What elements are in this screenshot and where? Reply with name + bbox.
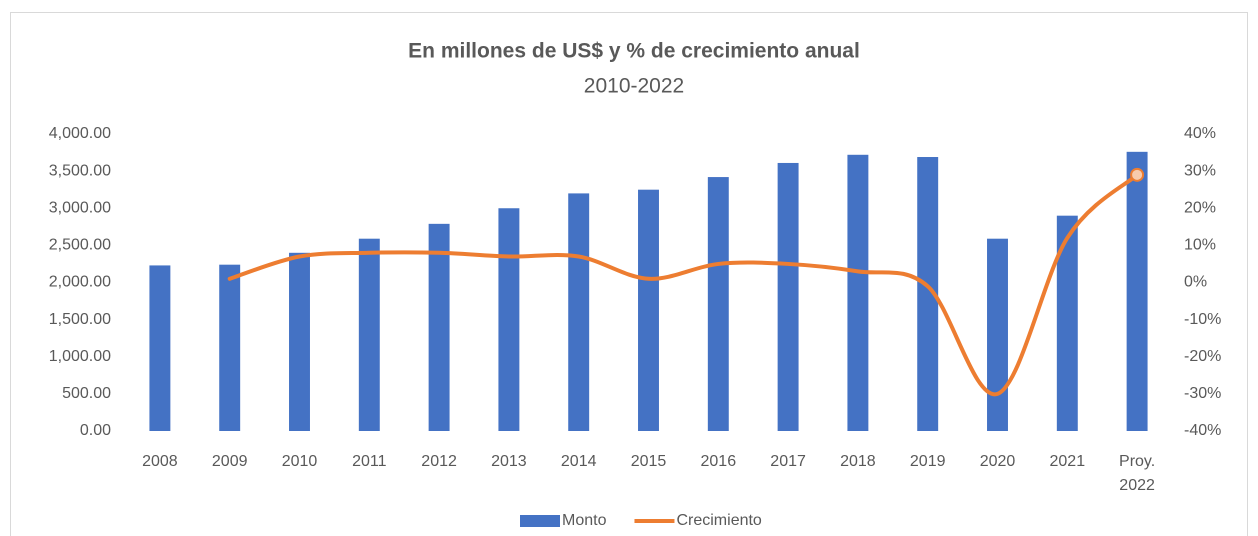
y2-tick-label: 0% [1184,274,1207,291]
x-tick-label: 2013 [491,453,527,470]
x-tick-label: 2010 [282,453,318,470]
y2-tick-label: -10% [1184,311,1221,328]
bar [219,264,241,431]
y-tick-label: 3,500.00 [49,162,111,179]
bar [428,223,450,431]
bar [498,208,520,431]
y-tick-label: 3,000.00 [49,199,111,216]
x-tick-label: 2012 [421,453,457,470]
bar [149,265,171,431]
y2-tick-label: 10% [1184,237,1216,254]
y-tick-label: 500.00 [62,385,111,402]
legend-swatch [520,515,560,527]
x-tick-label: Proy. 2022 [1119,453,1155,494]
bar [358,238,380,431]
legend-label: Monto [562,512,607,529]
chart-subtitle: 2010-2022 [584,75,684,98]
y-tick-label: 1,000.00 [49,348,111,365]
x-tick-label: 2014 [561,453,597,470]
y2-tick-label: -40% [1184,422,1221,439]
x-tick-label: 2016 [701,453,737,470]
bar [568,193,590,431]
x-tick-label: 2019 [910,453,946,470]
x-tick-label: 2020 [980,453,1016,470]
line [227,172,1140,396]
bar [777,162,799,431]
chart-title: En millones de US$ y % de crecimiento an… [408,40,860,63]
bar [847,154,869,432]
y2-tick-label: 30% [1184,162,1216,179]
x-tick-label: 2017 [770,453,806,470]
bar [1056,215,1078,431]
line-marker [1130,167,1145,182]
y-tick-label: 2,000.00 [49,274,111,291]
bar [289,252,310,431]
bar [638,189,659,431]
x-tick-label: 2008 [142,453,178,470]
bar [1126,151,1148,431]
x-tick-label: 2015 [631,453,667,470]
y-tick-label: 2,500.00 [49,237,111,254]
bar [917,157,939,431]
x-tick-label: 2011 [352,453,387,470]
legend-label: Crecimiento [676,512,761,529]
y-tick-label: 1,500.00 [49,311,111,328]
y2-tick-label: 40% [1184,125,1216,142]
y2-tick-label: -30% [1184,385,1221,402]
x-tick-label: 2021 [1050,453,1086,470]
y2-tick-label: 20% [1184,199,1216,216]
y-tick-label: 4,000.00 [49,125,111,142]
x-tick-label: 2009 [212,453,248,470]
y-tick-label: 0.00 [80,422,111,439]
bar [987,238,1008,431]
bar [707,177,729,431]
y2-tick-label: -20% [1184,348,1221,365]
x-tick-label: 2018 [840,453,876,470]
